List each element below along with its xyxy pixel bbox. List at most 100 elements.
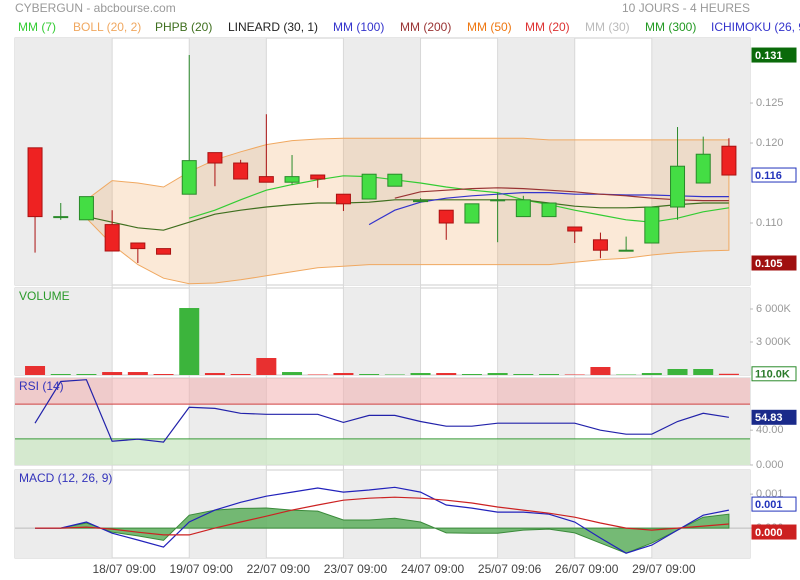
x-tick-label: 22/07 09:00 xyxy=(247,562,311,576)
legend-entry: ICHIMOKU (26, 9 xyxy=(711,20,800,34)
day-shade xyxy=(497,38,575,285)
candle-body xyxy=(721,145,737,176)
day-shade xyxy=(189,38,267,285)
panel-title: MACD (12, 26, 9) xyxy=(19,471,112,485)
day-shade xyxy=(343,38,421,285)
volume-bar xyxy=(282,372,303,375)
legend-entry: MM (7) xyxy=(18,20,56,34)
volume-bar xyxy=(436,373,457,375)
volume-bar xyxy=(513,374,534,375)
value-marker xyxy=(751,167,797,183)
candle-body xyxy=(567,226,583,232)
indicator-line xyxy=(189,175,729,223)
volume-bar xyxy=(590,367,611,375)
legend-entry: MM (300) xyxy=(645,20,696,34)
oversold-zone xyxy=(15,438,750,465)
x-tick-label: 19/07 09:00 xyxy=(170,562,234,576)
candle-body xyxy=(233,162,249,180)
candle-body xyxy=(592,239,608,251)
y-tick-label: 0.125 xyxy=(756,97,784,109)
day-shade xyxy=(651,288,750,375)
candle-body xyxy=(644,206,660,244)
volume-bar xyxy=(25,366,46,375)
day-shade xyxy=(189,288,267,375)
candle-body xyxy=(541,202,557,218)
candle-body xyxy=(335,193,351,205)
day-shade xyxy=(15,288,113,375)
legend-entry: BOLL (20, 2) xyxy=(73,20,141,34)
panel-title: VOLUME xyxy=(19,289,70,303)
volume-bar xyxy=(333,373,354,375)
x-tick-label: 29/07 09:00 xyxy=(632,562,696,576)
candle-body xyxy=(387,173,403,187)
volume-bar xyxy=(693,369,714,375)
candle-body xyxy=(670,165,686,208)
legend-entry: MM (100) xyxy=(333,20,384,34)
volume-bar xyxy=(667,369,688,375)
legend-entry: MM (30) xyxy=(585,20,630,34)
macd-histogram xyxy=(35,507,730,554)
value-marker-label: 0.105 xyxy=(755,258,783,270)
volume-bar xyxy=(50,374,71,375)
volume-bar xyxy=(359,374,380,375)
x-tick-label: 23/07 09:00 xyxy=(324,562,388,576)
volume-bar xyxy=(539,374,560,375)
candle-body xyxy=(207,152,223,164)
candle-body xyxy=(258,176,274,183)
y-tick-label: 0.120 xyxy=(756,137,784,149)
candle-body xyxy=(618,249,634,252)
candle-body xyxy=(78,196,94,221)
legend-entry: MM (20) xyxy=(525,20,570,34)
panel-title: RSI (14) xyxy=(19,379,64,393)
candle-body xyxy=(310,174,326,180)
volume-bar xyxy=(230,374,251,375)
candle-body xyxy=(156,248,172,255)
candle-body xyxy=(413,200,429,203)
candle-body xyxy=(130,242,146,250)
volume-bar xyxy=(102,372,123,375)
y-tick-label: 3 000K xyxy=(756,336,792,348)
volume-bar xyxy=(718,373,739,375)
y-tick-label: 0.000 xyxy=(756,459,784,471)
overbought-zone xyxy=(15,378,750,405)
value-marker-label: 110.0K xyxy=(755,369,790,381)
x-tick-label: 26/07 09:00 xyxy=(555,562,619,576)
value-marker-label: 0.116 xyxy=(755,170,782,182)
candle-body xyxy=(27,147,43,218)
value-marker xyxy=(751,524,797,540)
chart-title: CYBERGUN - abcbourse.com xyxy=(15,1,176,15)
day-shade xyxy=(651,470,750,558)
value-marker-label: 0.000 xyxy=(755,527,783,539)
volume-bar xyxy=(461,374,482,375)
legend-entry: MM (50) xyxy=(467,20,512,34)
value-marker xyxy=(751,47,797,63)
candle-body xyxy=(361,173,377,200)
macd-line xyxy=(35,496,729,536)
indicator-line xyxy=(368,192,729,226)
volume-bar xyxy=(127,372,148,375)
value-marker xyxy=(751,496,797,512)
candle-body xyxy=(490,199,506,202)
y-tick-label: 6 000K xyxy=(756,303,792,315)
volume-bar xyxy=(76,374,97,375)
y-tick-label: 0.110 xyxy=(756,217,783,229)
x-tick-label: 24/07 09:00 xyxy=(401,562,465,576)
volume-bar xyxy=(204,373,225,375)
candle-body xyxy=(438,209,454,224)
day-shade xyxy=(343,288,421,375)
value-marker-label: 0.001 xyxy=(755,499,783,511)
candle-body xyxy=(464,203,480,224)
candle-body xyxy=(284,176,300,183)
value-marker-label: 54.83 xyxy=(755,412,783,424)
x-tick-label: 18/07 09:00 xyxy=(92,562,156,576)
legend-entry: MM (200) xyxy=(400,20,451,34)
value-marker-label: 0.131 xyxy=(755,50,783,62)
legend-entry: PHPB (20) xyxy=(155,20,212,34)
candle-body xyxy=(53,216,69,219)
x-tick-label: 25/07 09:06 xyxy=(478,562,542,576)
chart-subtitle: 10 JOURS - 4 HEURES xyxy=(622,1,750,15)
legend-entry: LINEARD (30, 1) xyxy=(228,20,318,34)
candle-body xyxy=(181,160,197,195)
value-marker xyxy=(751,366,797,382)
